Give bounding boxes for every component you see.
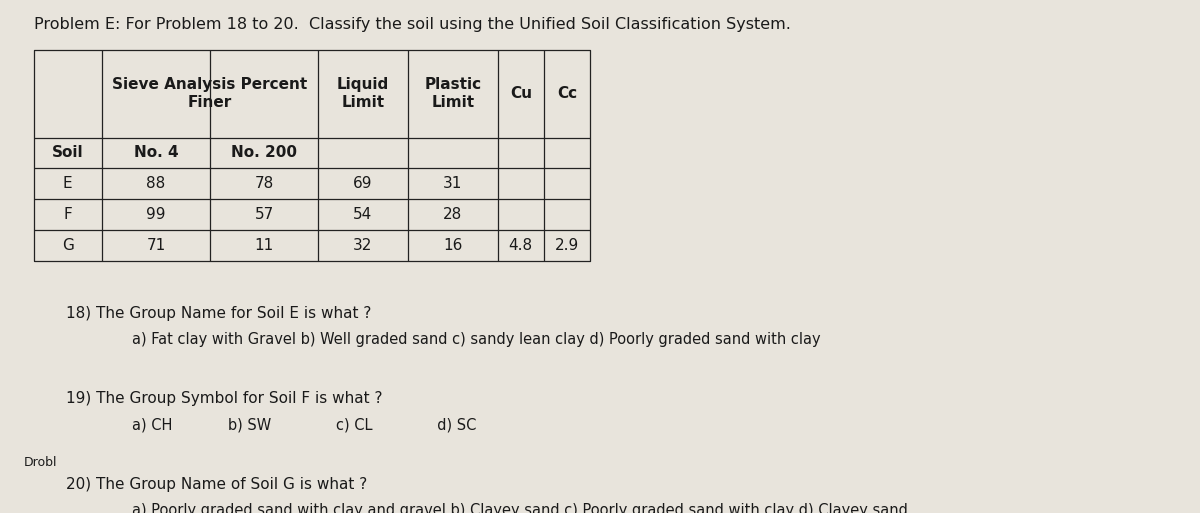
- Text: 88: 88: [146, 176, 166, 191]
- Text: 16: 16: [443, 238, 463, 253]
- Text: 71: 71: [146, 238, 166, 253]
- Text: Sieve Analysis Percent
Finer: Sieve Analysis Percent Finer: [113, 77, 307, 110]
- Text: No. 200: No. 200: [230, 146, 298, 161]
- Text: Drobl: Drobl: [24, 456, 58, 468]
- Text: 31: 31: [443, 176, 463, 191]
- Text: G: G: [62, 238, 73, 253]
- Text: 18) The Group Name for Soil E is what ?: 18) The Group Name for Soil E is what ?: [66, 306, 371, 321]
- Text: 99: 99: [146, 207, 166, 222]
- Text: a) Poorly graded sand with clay and gravel b) Clayey sand c) Poorly graded sand : a) Poorly graded sand with clay and grav…: [132, 503, 908, 513]
- Text: 69: 69: [353, 176, 373, 191]
- Text: 57: 57: [254, 207, 274, 222]
- Text: 2.9: 2.9: [554, 238, 580, 253]
- Text: 32: 32: [353, 238, 373, 253]
- Text: 20) The Group Name of Soil G is what ?: 20) The Group Name of Soil G is what ?: [66, 477, 367, 491]
- Text: Problem E: For Problem 18 to 20.  Classify the soil using the Unified Soil Class: Problem E: For Problem 18 to 20. Classif…: [34, 16, 791, 32]
- Text: 54: 54: [353, 207, 373, 222]
- Text: a) Fat clay with Gravel b) Well graded sand c) sandy lean clay d) Poorly graded : a) Fat clay with Gravel b) Well graded s…: [132, 332, 821, 347]
- Text: Plastic
Limit: Plastic Limit: [425, 77, 481, 110]
- Text: 19) The Group Symbol for Soil F is what ?: 19) The Group Symbol for Soil F is what …: [66, 391, 383, 406]
- Text: Liquid
Limit: Liquid Limit: [337, 77, 389, 110]
- Text: F: F: [64, 207, 72, 222]
- Text: Soil: Soil: [52, 146, 84, 161]
- Text: Cu: Cu: [510, 86, 532, 101]
- Text: No. 4: No. 4: [133, 146, 179, 161]
- Text: E: E: [62, 176, 73, 191]
- Text: 11: 11: [254, 238, 274, 253]
- Text: a) CH            b) SW              c) CL              d) SC: a) CH b) SW c) CL d) SC: [132, 418, 476, 432]
- Text: 28: 28: [443, 207, 463, 222]
- Text: Cc: Cc: [557, 86, 577, 101]
- Text: 78: 78: [254, 176, 274, 191]
- Text: 4.8: 4.8: [509, 238, 533, 253]
